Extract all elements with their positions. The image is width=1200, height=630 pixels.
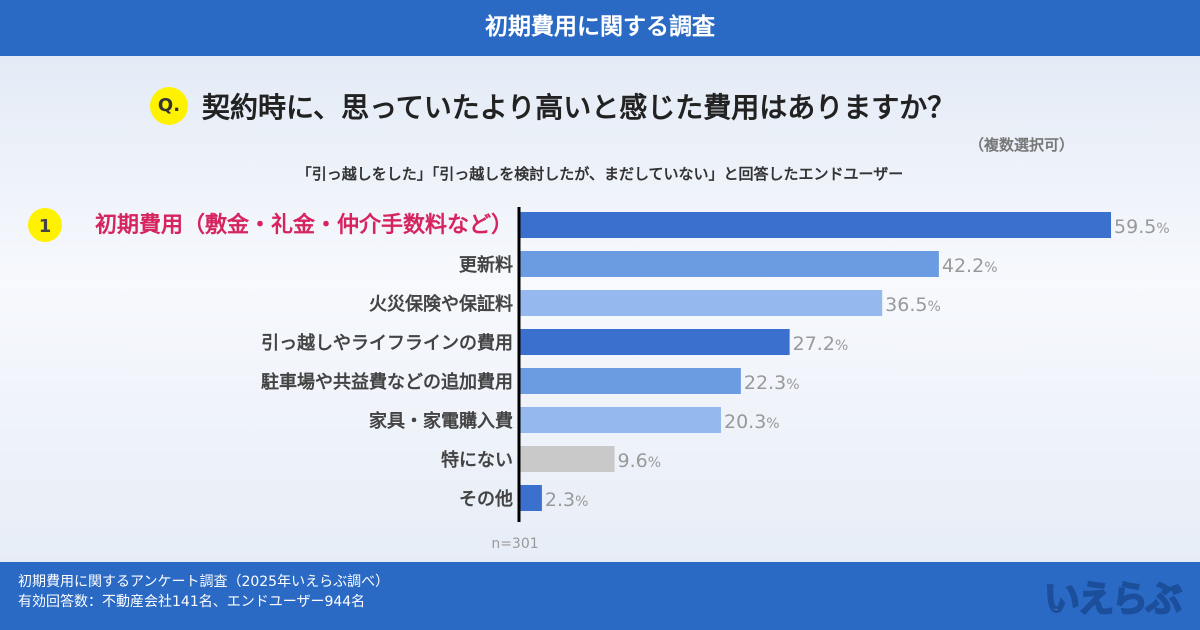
question-text: 契約時に、思っていたより高いと感じた費用はありますか？ <box>202 91 956 124</box>
bar-chart: 初期費用（敷金・礼金・仲介手数料など） 59.5% 1 更新料 42.2% 火災保険や保証… <box>28 207 1170 552</box>
footer-line1: 初期費用に関するアンケート調査（2025年いえらぶ調べ） <box>18 574 390 590</box>
bar <box>519 446 615 472</box>
rank-badge <box>28 208 62 242</box>
bar <box>519 212 1112 238</box>
value-label: 42.2% <box>942 255 998 277</box>
bar <box>519 485 542 511</box>
category-label: 特にない <box>441 449 513 471</box>
category-label: 初期費用（敷金・礼金・仲介手数料など） <box>95 212 513 238</box>
value-label: 2.3% <box>545 489 589 511</box>
footer-line2: 有効回答数：不動産会社141名、エンドユーザー944名 <box>18 594 366 610</box>
value-label: 20.3% <box>724 411 780 433</box>
bar <box>519 251 939 277</box>
question: Q. 契約時に、思っていたより高いと感じた費用はありますか？ <box>150 86 955 126</box>
bar <box>519 290 883 316</box>
value-label: 27.2% <box>793 333 849 355</box>
subtitle: 「引っ越しをした」「引っ越しを検討したが、まだしていない」と回答したエンドユーザ… <box>296 165 904 183</box>
bar <box>519 368 741 394</box>
bar <box>519 407 721 433</box>
category-label: 更新料 <box>459 254 513 276</box>
header-title: 初期費用に関する調査 <box>0 0 1200 56</box>
footer: 初期費用に関するアンケート調査（2025年いえらぶ調べ） 有効回答数：不動産会社… <box>0 562 1200 630</box>
value-label: 36.5% <box>885 294 941 316</box>
value-label: 22.3% <box>744 372 800 394</box>
value-label: 9.6% <box>618 450 662 472</box>
category-label: 引っ越しやライフラインの費用 <box>261 332 513 354</box>
bar <box>519 329 790 355</box>
question-note: （複数選択可） <box>968 136 1074 154</box>
logo: いえらぶ <box>1043 578 1183 621</box>
question-badge: Q. <box>150 87 188 125</box>
category-label: 火災保険や保証料 <box>369 293 513 315</box>
rank-number: 1 <box>39 216 52 237</box>
sample-size: n=301 <box>491 536 538 552</box>
category-label: その他 <box>459 488 513 510</box>
value-label: 59.5% <box>1114 216 1170 238</box>
category-label: 駐車場や共益費などの追加費用 <box>261 371 513 393</box>
category-label: 家具・家電購入費 <box>369 410 513 432</box>
